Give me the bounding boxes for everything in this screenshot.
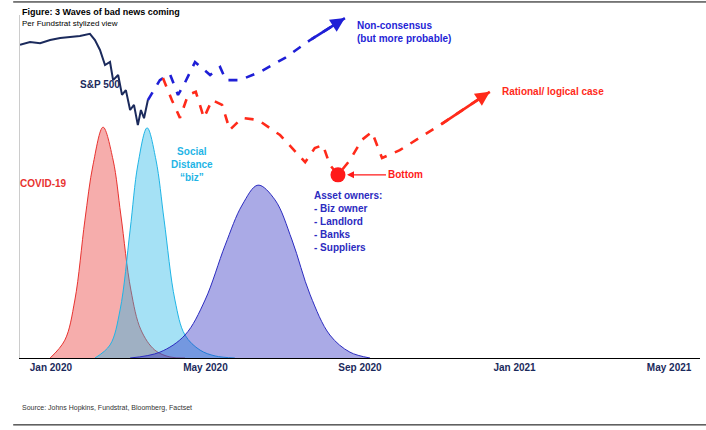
svg-text:Source: Johns Hopkins, Fundstr: Source: Johns Hopkins, Fundstrat, Bloomb…: [22, 404, 192, 412]
svg-text:Asset owners:- Biz owner- Land: Asset owners:- Biz owner- Landlord- Bank…: [314, 190, 382, 253]
svg-text:Rational/ logical case: Rational/ logical case: [502, 86, 604, 97]
svg-text:Figure: 3 Waves of bad news co: Figure: 3 Waves of bad news coming: [22, 7, 180, 17]
svg-text:Non-consensus(but more probabl: Non-consensus(but more probable): [357, 20, 451, 44]
svg-text:May 2021: May 2021: [647, 362, 692, 373]
svg-text:COVID-19: COVID-19: [20, 178, 67, 189]
svg-text:May 2020: May 2020: [183, 362, 228, 373]
svg-text:S&P 500: S&P 500: [80, 79, 120, 90]
svg-text:Jan 2020: Jan 2020: [30, 362, 73, 373]
svg-text:SocialDistance“biz”: SocialDistance“biz”: [171, 146, 213, 183]
svg-text:Sep 2020: Sep 2020: [338, 362, 382, 373]
svg-text:Per Fundstrat stylized view: Per Fundstrat stylized view: [22, 19, 118, 28]
svg-text:Jan 2021: Jan 2021: [493, 362, 536, 373]
svg-text:Bottom: Bottom: [388, 169, 423, 180]
